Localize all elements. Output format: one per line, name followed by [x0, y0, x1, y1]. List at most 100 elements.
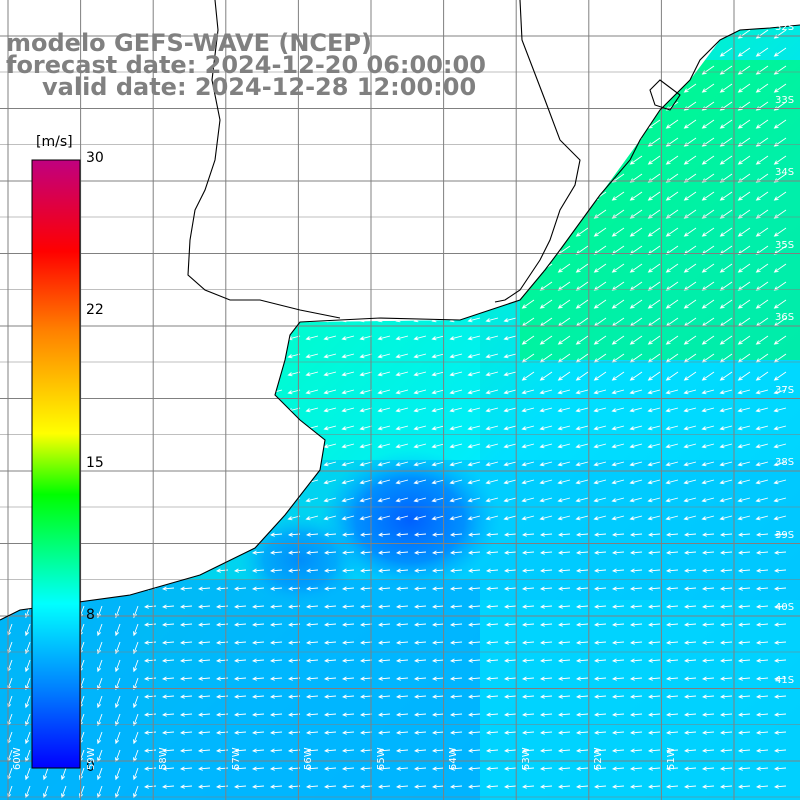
- wind-arrow: [485, 425, 499, 431]
- wind-arrow: [342, 586, 355, 591]
- wind-arrow: [450, 658, 463, 663]
- wind-arrow: [252, 604, 265, 609]
- wind-arrow: [323, 425, 337, 431]
- wind-arrow: [360, 586, 373, 591]
- wind-arrow: [719, 227, 733, 237]
- wind-arrow: [576, 730, 589, 735]
- wind-arrow: [737, 191, 751, 201]
- wind-arrow: [25, 731, 31, 745]
- wind-arrow: [449, 335, 463, 341]
- wind-arrow: [720, 748, 733, 753]
- land-area: [0, 0, 800, 620]
- wind-arrow: [539, 407, 553, 413]
- wind-arrow: [756, 712, 769, 717]
- wind-arrow: [180, 658, 193, 663]
- wind-arrow: [252, 712, 265, 717]
- wind-arrow: [305, 515, 319, 521]
- wind-arrow: [162, 604, 175, 609]
- wind-arrow: [396, 730, 409, 735]
- wind-arrow: [701, 389, 715, 395]
- wind-arrow: [719, 497, 733, 503]
- wind-arrow: [432, 550, 445, 555]
- wind-arrow: [738, 676, 751, 681]
- wind-arrow: [396, 532, 409, 537]
- wind-arrow: [270, 640, 283, 645]
- wind-arrow: [306, 568, 319, 573]
- wind-arrow: [180, 694, 193, 699]
- wind-arrow: [558, 784, 571, 789]
- wind-arrow: [612, 730, 625, 735]
- wind-arrow: [648, 658, 661, 663]
- wind-arrow: [306, 532, 319, 537]
- wind-arrow: [270, 586, 283, 591]
- wind-arrow: [737, 371, 751, 381]
- wind-arrow: [755, 479, 769, 485]
- wind-arrow: [341, 335, 355, 341]
- wind-arrow: [630, 694, 643, 699]
- wind-arrow: [414, 586, 427, 591]
- wind-arrow: [647, 407, 661, 413]
- wind-arrow: [558, 586, 571, 591]
- wind-arrow: [342, 784, 355, 789]
- wind-arrow: [144, 712, 157, 717]
- lat-label: 36S: [775, 312, 795, 323]
- wind-arrow: [629, 299, 643, 309]
- wind-arrow: [557, 515, 571, 521]
- wind-arrow: [378, 676, 391, 681]
- wind-arrow: [737, 389, 751, 395]
- wind-arrow: [648, 586, 661, 591]
- wind-arrow: [540, 784, 553, 789]
- wind-arrow: [431, 335, 445, 341]
- wind-arrow: [522, 622, 535, 627]
- wind-arrow: [198, 676, 211, 681]
- wind-arrow: [305, 353, 319, 359]
- wind-arrow: [594, 568, 607, 573]
- wind-arrow: [306, 658, 319, 663]
- wind-arrow: [521, 371, 535, 381]
- wind-arrow: [701, 407, 715, 413]
- wind-arrow: [25, 641, 31, 655]
- wind-arrow: [341, 461, 355, 467]
- wind-arrow: [395, 479, 409, 485]
- lon-label: 60W: [12, 747, 23, 770]
- wind-arrow: [395, 407, 409, 413]
- wind-arrow: [323, 389, 337, 395]
- wind-arrow: [755, 299, 769, 309]
- wind-arrow: [432, 568, 445, 573]
- wind-arrow: [719, 119, 733, 129]
- lon-label: 55W: [376, 747, 387, 770]
- wind-arrow: [773, 155, 787, 165]
- wind-arrow: [701, 461, 715, 467]
- wind-arrow: [198, 622, 211, 627]
- wind-arrow: [612, 532, 625, 537]
- wind-arrow: [485, 371, 499, 377]
- wind-arrow: [414, 640, 427, 645]
- wind-arrow: [234, 712, 247, 717]
- wind-arrow: [683, 461, 697, 467]
- wind-arrow: [593, 443, 607, 449]
- wind-arrow: [684, 784, 697, 789]
- wind-arrow: [395, 353, 409, 359]
- wind-arrow: [683, 227, 697, 237]
- wind-arrow: [115, 767, 121, 781]
- wind-arrow: [324, 784, 337, 789]
- wind-arrow: [611, 497, 625, 503]
- wind-arrow: [342, 748, 355, 753]
- wind-arrow: [414, 784, 427, 789]
- wind-arrow: [647, 515, 661, 521]
- wind-arrow: [629, 443, 643, 449]
- wind-arrow: [665, 443, 679, 449]
- wind-arrow: [720, 784, 733, 789]
- wind-arrow: [486, 586, 499, 591]
- wind-arrow: [341, 353, 355, 359]
- wind-arrow: [359, 425, 373, 431]
- wind-arrow: [144, 640, 157, 645]
- wind-arrow: [756, 604, 769, 609]
- wind-arrow: [557, 461, 571, 467]
- lat-label: 34S: [775, 167, 795, 178]
- wind-arrow: [133, 695, 139, 709]
- wind-arrow: [576, 748, 589, 753]
- wind-arrow: [756, 532, 769, 537]
- wind-arrow: [539, 515, 553, 521]
- wind-arrow: [486, 712, 499, 717]
